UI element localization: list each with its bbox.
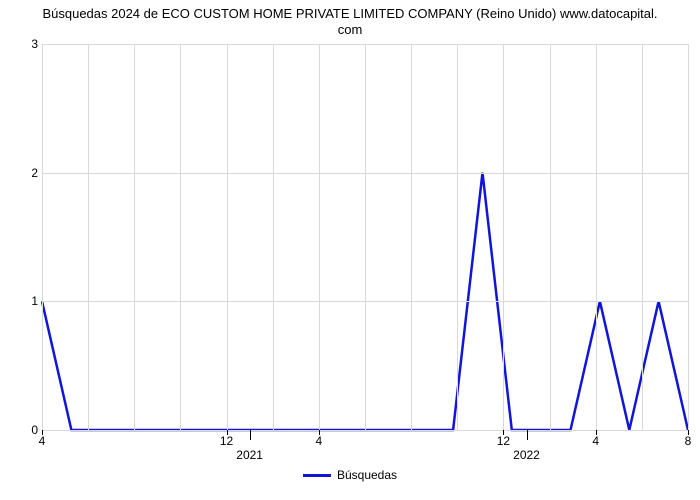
legend: Búsquedas (303, 468, 397, 482)
x-tick-mark-year (527, 430, 528, 440)
v-gridline (227, 44, 228, 430)
x-tick-label: 8 (678, 434, 698, 448)
v-gridline (180, 44, 181, 430)
v-gridline (596, 44, 597, 430)
line-chart: Búsquedas 2024 de ECO CUSTOM HOME PRIVAT… (0, 0, 700, 500)
x-tick-year-label: 2021 (230, 448, 270, 462)
x-tick-label: 12 (217, 434, 237, 448)
v-gridline (273, 44, 274, 430)
y-tick-label: 1 (8, 294, 38, 308)
v-gridline (457, 44, 458, 430)
legend-swatch (303, 474, 331, 477)
v-gridline (411, 44, 412, 430)
title-line-2: com (338, 22, 363, 37)
y-tick-label: 2 (8, 166, 38, 180)
v-gridline (688, 44, 689, 430)
y-tick-label: 3 (8, 37, 38, 51)
title-line-1: Búsquedas 2024 de ECO CUSTOM HOME PRIVAT… (42, 6, 657, 21)
x-tick-label: 4 (32, 434, 52, 448)
x-tick-year-label: 2022 (507, 448, 547, 462)
plot-area (42, 44, 688, 430)
v-gridline (88, 44, 89, 430)
v-gridline (319, 44, 320, 430)
legend-label: Búsquedas (337, 468, 397, 482)
x-tick-label: 12 (493, 434, 513, 448)
v-gridline (503, 44, 504, 430)
h-gridline (42, 430, 688, 431)
v-gridline (365, 44, 366, 430)
x-tick-label: 4 (586, 434, 606, 448)
x-tick-label: 4 (309, 434, 329, 448)
chart-title: Búsquedas 2024 de ECO CUSTOM HOME PRIVAT… (0, 0, 700, 37)
v-gridline (642, 44, 643, 430)
v-gridline (550, 44, 551, 430)
v-gridline (42, 44, 43, 430)
x-tick-mark-year (250, 430, 251, 440)
v-gridline (134, 44, 135, 430)
